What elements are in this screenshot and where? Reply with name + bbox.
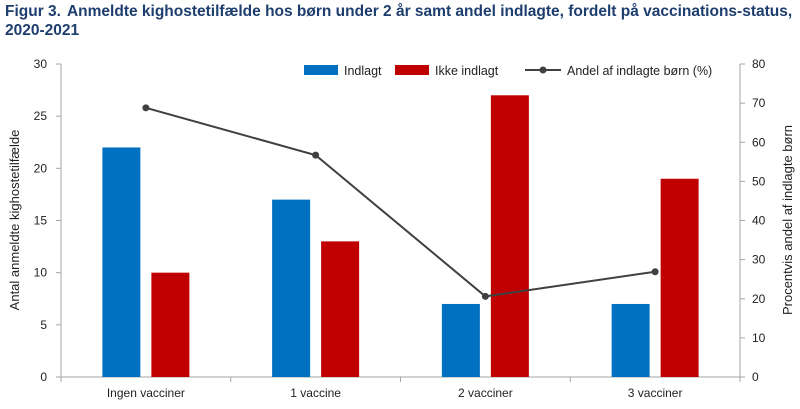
bar-ikke-indlagt: [151, 272, 190, 377]
line-series: [142, 104, 659, 300]
bar-ikke-indlagt: [490, 95, 529, 378]
y-tick-label: 5: [40, 318, 47, 332]
bar-indlagt: [441, 303, 480, 377]
bar-ikke-indlagt: [321, 241, 360, 377]
y-tick-label: 10: [34, 266, 48, 280]
figure-title: Anmeldte kighostetilfælde hos børn under…: [5, 3, 793, 39]
axes: 0 5 10 15 20 25 30 0 10 20 30 40 50 60 70 80 Ingen vacci…: [34, 57, 766, 400]
y-tick-label: 30: [34, 57, 48, 71]
bar-indlagt: [611, 303, 650, 377]
legend-label: Indlagt: [344, 64, 382, 78]
y-tick-label: 0: [40, 370, 47, 384]
x-tick-label: 1 vaccine: [290, 386, 341, 400]
legend-swatch: [395, 65, 429, 75]
y-axis-title: Antal anmeldte kighostetilfælde: [7, 130, 22, 311]
y2-tick-label: 30: [752, 253, 766, 267]
y2-tick-label: 0: [752, 370, 759, 384]
x-tick-label: 3 vacciner: [628, 386, 683, 400]
andel-point: [481, 292, 489, 300]
y-tick-label: 25: [34, 109, 48, 123]
legend-label: Andel af indlagte børn (%): [567, 64, 712, 78]
y2-tick-label: 10: [752, 331, 766, 345]
y2-tick-label: 60: [752, 135, 766, 149]
andel-point: [312, 151, 320, 159]
y2-tick-label: 20: [752, 292, 766, 306]
legend-swatch: [304, 65, 338, 75]
legend: Indlagt Ikke indlagt Andel af indlagte bør…: [304, 64, 712, 78]
andel-point: [651, 268, 659, 276]
y2-tick-label: 80: [752, 57, 766, 71]
y-tick-label: 20: [34, 161, 48, 175]
legend-label: Ikke indlagt: [435, 64, 499, 78]
x-tick-label: 2 vacciner: [458, 386, 513, 400]
y2-axis-title: Procentvis andel af indlagte børn: [780, 125, 795, 315]
bars: [102, 95, 699, 378]
andel-point: [142, 104, 150, 112]
andel-line: [145, 106, 656, 298]
y2-tick-label: 70: [752, 96, 766, 110]
figure-number: Figur 3.: [5, 3, 61, 20]
bar-indlagt: [102, 147, 141, 377]
x-tick-label: Ingen vacciner: [107, 386, 185, 400]
y2-tick-label: 50: [752, 174, 766, 188]
y-tick-label: 15: [34, 214, 48, 228]
bar-indlagt: [272, 199, 311, 377]
y2-tick-label: 40: [752, 214, 766, 228]
legend-line-marker: [539, 66, 547, 74]
chart-title: Figur 3. Anmeldte kighostetilfælde hos bø…: [5, 2, 795, 40]
bar-ikke-indlagt: [660, 178, 699, 377]
